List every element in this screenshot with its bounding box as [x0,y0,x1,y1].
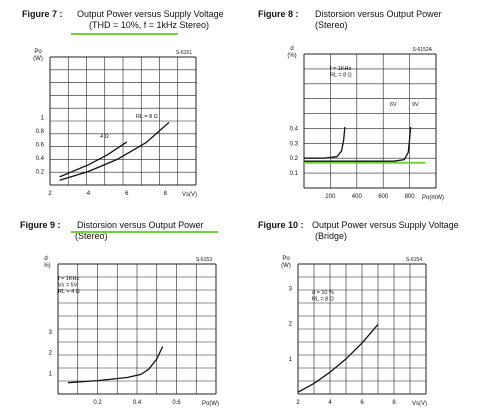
chart-annotation: d = 10 % RL = 8 Ω [312,290,334,303]
y-tick-label: 1 [49,371,53,377]
y-tick-label: 2 [289,322,293,328]
x-tick-label: 4 [87,191,91,197]
x-tick-label: 6 [125,191,129,197]
x-tick-label: 8 [164,191,168,197]
chart-annotation: f = 1KHz Vs = 5V RL = 4 Ω [58,276,80,295]
series-line [59,141,128,178]
chart-annotation: f = 1KHz RL = 8 Ω [330,66,352,79]
figure-7-title: Output Power versus Supply Voltage [77,9,224,19]
series-line [59,121,170,181]
y-tick-label: 0.4 [290,126,299,132]
series-label: 4 Ω [100,134,109,140]
y-tick-label: 0.2 [36,170,45,176]
y-tick-label: 0.3 [290,141,299,147]
x-axis-label: Po(W) [202,401,219,407]
figure-10-title: Output Power versus Supply Voltage [312,220,459,230]
x-tick-label: 2 [296,400,300,406]
chart-id: S-6151 [176,50,192,56]
chart-id: S-6153 [196,257,212,263]
figure-10-chart: 2 4 6 8 1 2 3 Po (W) Vs(V) S-6154 d = 10 % RL = 8 Ω [281,256,427,407]
figure-7-subtitle: (THD = 10%, f = 1kHz Stereo) [89,20,210,30]
figure-9-subtitle: (Stereo) [75,231,108,241]
x-axis-label: Vs(V) [182,192,197,198]
figure-7-highlight [71,33,178,35]
x-tick-label: 8 [392,400,396,406]
y-axis-label: Po (W) [33,49,43,62]
figure-8-subtitle: (Stereo) [315,20,348,30]
x-tick-label: 2 [48,191,52,197]
series-label: 9V [412,102,419,108]
figure-9-label: Figure 9 : [20,220,61,230]
figure-10-caption: Figure 10 : Output Power versus Supply V… [258,220,459,242]
figure-9-caption: Figure 9 : Distorsion versus Output Powe… [20,220,204,242]
x-tick-label: 6 [360,400,364,406]
x-axis-label: Vs(V) [412,401,427,407]
y-tick-label: 3 [289,287,293,293]
y-tick-label: 2 [49,351,53,357]
x-tick-label: 0.4 [133,400,142,406]
series-line [297,323,379,393]
y-tick-label: 0.6 [36,143,45,149]
chart-id: S-6152A [413,47,433,53]
figure-7-chart: 2 4 6 8 0.2 0.4 0.6 0.8 1 Po (W) Vs(V) S-6151 RL = 8 … [33,49,197,198]
x-tick-label: 600 [378,194,389,200]
x-tick-label: 200 [325,194,336,200]
series-line [67,346,164,384]
figure-8-title: Distorsion versus Output Power [315,9,442,19]
y-tick-label: 1 [41,116,45,122]
figure-8-caption: Figure 8 : Distorsion versus Output Powe… [258,9,442,31]
x-axis-label: Po(mW) [422,195,444,201]
x-tick-label: 400 [352,194,363,200]
x-tick-label: 4 [328,400,332,406]
series-line [304,126,412,162]
y-tick-label: 0.1 [290,171,299,177]
chart-id: S-6154 [406,257,422,263]
figure-7-label: Figure 7 : [22,9,63,19]
y-axis-label: d(%) [287,46,296,59]
y-tick-label: 0.8 [36,129,45,135]
y-axis-label: Po (W) [281,256,291,269]
figure-7-caption: Figure 7 : Output Power versus Supply Vo… [22,9,224,31]
y-tick-label: 0.4 [36,156,45,162]
x-tick-label: 0.6 [172,400,181,406]
figure-9-title: Distorsion versus Output Power [77,220,204,230]
x-tick-label: 800 [405,194,416,200]
figure-9-highlight [71,231,218,233]
y-axis-label: d(%) [44,256,51,269]
series-label: RL = 8 Ω [136,114,158,120]
y-tick-label: 1 [289,357,293,363]
series-line [304,126,346,159]
y-tick-label: 0.2 [290,156,299,162]
x-tick-label: 0.2 [93,400,102,406]
figure-10-label: Figure 10 : [258,220,304,230]
figure-8-chart: 200 400 600 800 0.1 0.2 0.3 0.4 d (%) Po(mW) S-6152… [287,46,444,201]
series-label: 6V [390,102,397,108]
figure-10-subtitle: (Bridge) [315,231,348,241]
figure-8-label: Figure 8 : [258,9,299,19]
y-tick-label: 3 [49,330,53,336]
